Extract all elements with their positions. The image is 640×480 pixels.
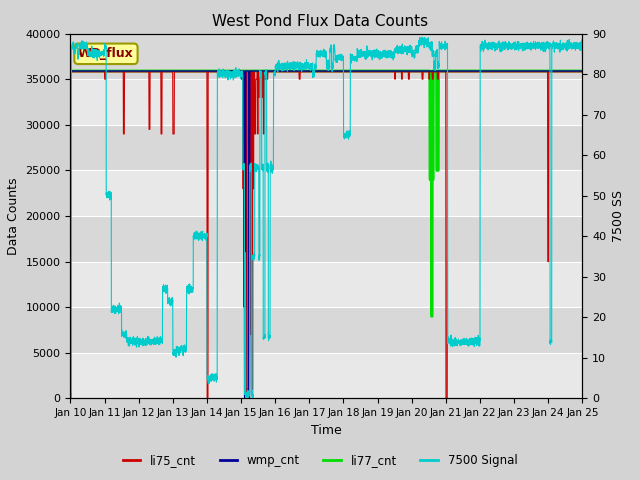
Bar	[70, 34, 582, 79]
Bar	[70, 262, 582, 307]
Bar	[70, 79, 582, 125]
Bar	[70, 216, 582, 262]
Bar	[70, 307, 582, 353]
Y-axis label: 7500 SS: 7500 SS	[612, 190, 625, 242]
Legend: li75_cnt, wmp_cnt, li77_cnt, 7500 Signal: li75_cnt, wmp_cnt, li77_cnt, 7500 Signal	[118, 449, 522, 472]
Bar	[70, 353, 582, 398]
Bar	[70, 170, 582, 216]
Text: WP_flux: WP_flux	[78, 48, 134, 60]
Y-axis label: Data Counts: Data Counts	[7, 177, 20, 255]
X-axis label: Time: Time	[311, 424, 342, 437]
Text: West Pond Flux Data Counts: West Pond Flux Data Counts	[212, 14, 428, 29]
Bar	[70, 125, 582, 170]
